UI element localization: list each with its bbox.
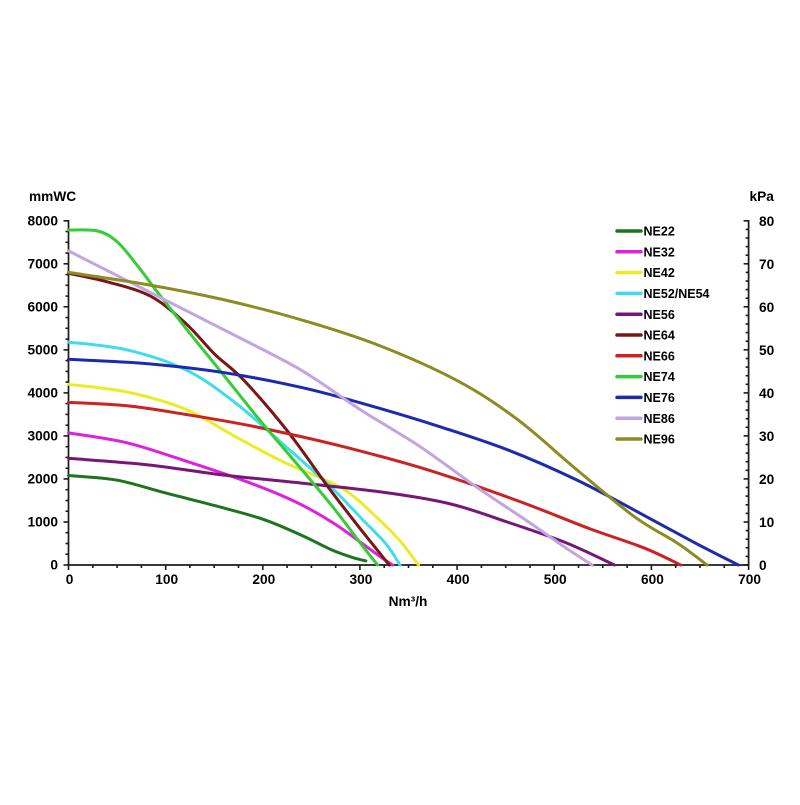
svg-text:1000: 1000 — [28, 515, 59, 530]
svg-text:80: 80 — [759, 214, 775, 229]
svg-text:200: 200 — [252, 572, 275, 587]
svg-text:6000: 6000 — [28, 299, 59, 314]
svg-text:600: 600 — [641, 572, 664, 587]
svg-text:400: 400 — [447, 572, 470, 587]
svg-text:8000: 8000 — [28, 213, 59, 228]
svg-text:7000: 7000 — [28, 256, 59, 271]
svg-text:NE56: NE56 — [644, 308, 675, 322]
svg-text:4000: 4000 — [28, 385, 59, 400]
svg-text:NE76: NE76 — [644, 391, 675, 405]
svg-text:100: 100 — [155, 572, 178, 587]
svg-text:300: 300 — [349, 572, 372, 587]
svg-text:Nm³/h: Nm³/h — [389, 594, 428, 609]
svg-text:NE22: NE22 — [644, 225, 675, 239]
svg-text:70: 70 — [759, 257, 775, 272]
svg-text:5000: 5000 — [28, 342, 59, 357]
svg-text:500: 500 — [544, 572, 567, 587]
svg-text:40: 40 — [759, 386, 775, 401]
svg-text:20: 20 — [759, 472, 775, 487]
svg-text:NE86: NE86 — [644, 412, 675, 426]
svg-text:NE66: NE66 — [644, 349, 675, 363]
svg-text:2000: 2000 — [28, 471, 59, 486]
svg-text:NE52/NE54: NE52/NE54 — [644, 287, 710, 301]
svg-text:0: 0 — [759, 558, 767, 573]
svg-text:60: 60 — [759, 300, 775, 315]
svg-text:mmWC: mmWC — [29, 189, 76, 204]
svg-text:NE32: NE32 — [644, 245, 675, 259]
svg-text:0: 0 — [66, 572, 74, 587]
svg-text:30: 30 — [759, 429, 775, 444]
svg-text:50: 50 — [759, 343, 775, 358]
svg-text:3000: 3000 — [28, 428, 59, 443]
svg-text:NE64: NE64 — [644, 329, 675, 343]
svg-text:NE96: NE96 — [644, 433, 675, 447]
svg-text:700: 700 — [738, 572, 761, 587]
svg-text:10: 10 — [759, 515, 775, 530]
svg-text:kPa: kPa — [750, 189, 775, 204]
svg-text:NE74: NE74 — [644, 370, 675, 384]
svg-text:NE42: NE42 — [644, 266, 675, 280]
svg-text:0: 0 — [50, 558, 58, 573]
